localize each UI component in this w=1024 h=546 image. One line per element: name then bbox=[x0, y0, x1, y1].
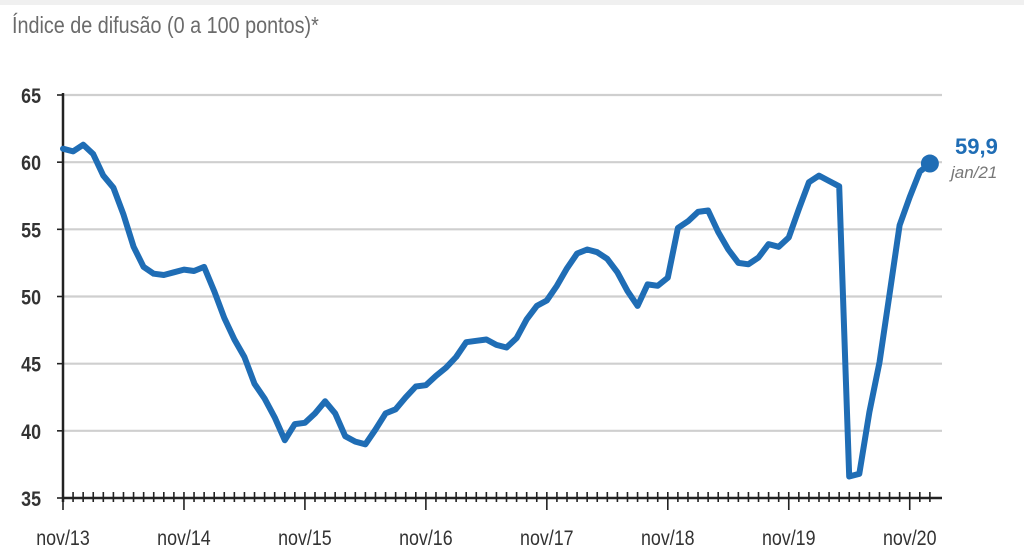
annotation-value: 59,9 bbox=[955, 134, 998, 159]
top-border bbox=[0, 0, 1024, 5]
gridlines bbox=[63, 93, 942, 432]
series-line bbox=[60, 141, 933, 480]
y-tick-label: 60 bbox=[21, 152, 41, 176]
annotation-date: jan/21 bbox=[949, 163, 997, 182]
x-tick-label: nov/13 bbox=[36, 527, 90, 546]
y-tick-label: 65 bbox=[21, 85, 41, 109]
y-tick-label: 40 bbox=[21, 421, 41, 445]
x-tick-label: nov/16 bbox=[399, 527, 453, 546]
x-tick-label: nov/14 bbox=[157, 527, 211, 546]
x-tick-label: nov/18 bbox=[641, 527, 695, 546]
chart-title: Índice de difusão (0 a 100 pontos)* bbox=[12, 12, 319, 38]
y-axis: 35 40 45 50 55 60 65 bbox=[21, 85, 65, 512]
y-tick-label: 50 bbox=[21, 286, 41, 310]
y-tick-label: 35 bbox=[21, 488, 41, 512]
x-tick-label: nov/15 bbox=[278, 527, 332, 546]
x-tick-label: nov/19 bbox=[762, 527, 816, 546]
y-tick-label: 55 bbox=[21, 219, 41, 243]
last-point-marker bbox=[920, 154, 939, 173]
x-tick-label: nov/20 bbox=[883, 527, 937, 546]
y-tick-label: 45 bbox=[21, 353, 41, 377]
x-tick-label: nov/17 bbox=[520, 527, 574, 546]
x-axis: nov/13 nov/14 nov/15 nov/16 nov/17 nov/18 nov/… bbox=[36, 492, 942, 546]
